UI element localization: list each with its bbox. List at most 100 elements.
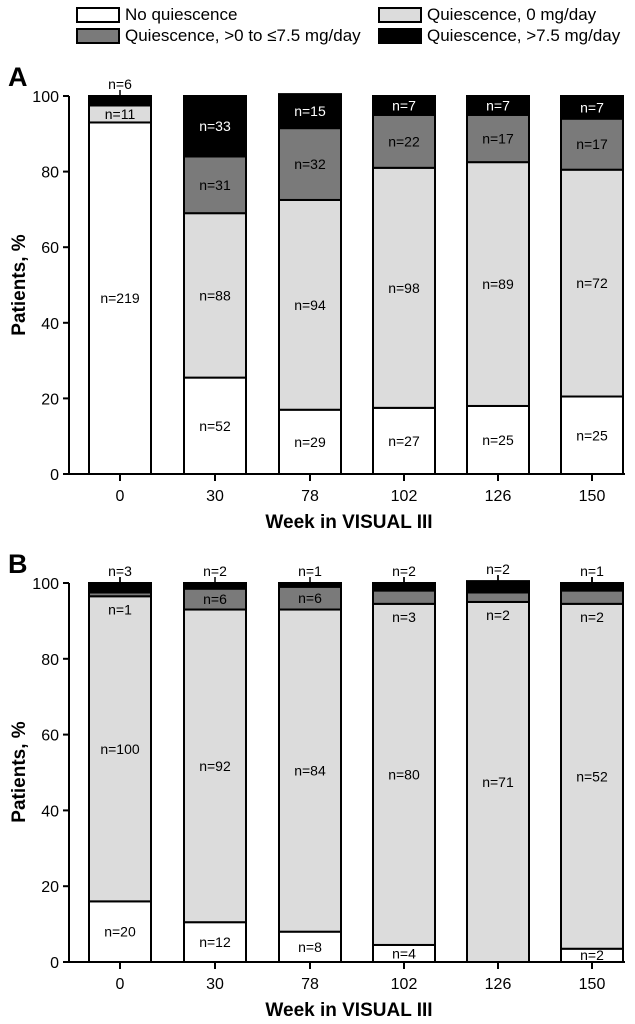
bar-segment [372, 406, 436, 476]
bar-segment-label: n=80 [388, 766, 420, 782]
bar-segment-label: n=6 [108, 76, 132, 92]
bar-segment-label: n=2 [486, 561, 510, 577]
bar-segment-label: n=89 [482, 276, 514, 292]
panel-label: B [8, 549, 28, 579]
bar-segment [560, 602, 624, 950]
chart-legend: No quiescence Quiescence, 0 mg/day Quies… [0, 0, 635, 48]
bar-segment-label: n=92 [199, 758, 231, 774]
bar-segment [560, 168, 624, 398]
x-tick-label: 126 [485, 976, 512, 993]
bar-segment [278, 930, 342, 963]
bar-segment [88, 595, 152, 903]
bar-segment [183, 95, 247, 158]
bar-segment-label: n=2 [203, 563, 227, 579]
bar-segment-label: n=2 [392, 563, 416, 579]
bar-segment [183, 155, 247, 215]
bar-segment [278, 408, 342, 475]
legend-item-quiescence-0mg: Quiescence, 0 mg/day [378, 5, 596, 25]
bar-segment-label: n=3 [108, 563, 132, 579]
bar-segment-label: n=1 [108, 601, 132, 617]
bar-segment [372, 602, 436, 946]
y-tick-label: 60 [41, 240, 59, 257]
bar-segment-label: n=52 [576, 768, 608, 784]
bar-segment [372, 166, 436, 409]
bar-segment [466, 591, 530, 603]
x-axis-title: Week in VISUAL III [265, 512, 432, 533]
y-tick-label: 80 [41, 165, 59, 182]
legend-swatch [378, 28, 422, 44]
legend-label: No quiescence [125, 5, 238, 24]
x-tick-label: 102 [391, 488, 418, 505]
x-tick-label: 150 [579, 488, 606, 505]
bar-segment-label: n=22 [388, 133, 420, 149]
bar-segment [560, 117, 624, 171]
bar-segment [372, 589, 436, 605]
panel-label: A [8, 62, 28, 92]
x-tick-label: 102 [391, 976, 418, 993]
bar-segment-label: n=100 [100, 741, 140, 757]
bar-segment [372, 95, 436, 116]
legend-item-no-quiescence: No quiescence [76, 5, 237, 25]
y-tick-label: 60 [41, 728, 59, 745]
bar-segment-label: n=72 [576, 275, 608, 291]
bar-segment-label: n=71 [482, 774, 514, 790]
bar-segment [466, 113, 530, 164]
y-tick-label: 20 [41, 391, 59, 408]
legend-label: Quiescence, >0 to ≤7.5 mg/day [125, 26, 361, 45]
x-axis-title: Week in VISUAL III [265, 1000, 432, 1021]
bar-segment [560, 395, 624, 476]
bar-segment-label: n=6 [298, 590, 322, 606]
bar-segment-label: n=32 [294, 156, 326, 172]
x-tick-label: 78 [301, 976, 319, 993]
bar-segment-label: n=4 [392, 945, 416, 961]
bar-segment-label: n=94 [294, 297, 326, 313]
bar-segment-label: n=29 [294, 434, 326, 450]
bar-segment-label: n=8 [298, 939, 322, 955]
y-tick-label: 40 [41, 803, 59, 820]
y-tick-label: 0 [50, 467, 59, 484]
y-tick-label: 100 [32, 89, 59, 106]
bar-segment-label: n=12 [199, 934, 231, 950]
bar-segment-label: n=2 [580, 609, 604, 625]
panel-a: A 0 20 40 60 80 100 0 30 78 102 126 150 Week in VISUA… [8, 62, 625, 533]
bar-segment-label: n=1 [298, 563, 322, 579]
x-tick-label: 126 [485, 488, 512, 505]
bar-segment-label: n=15 [294, 103, 326, 119]
bar-segment-label: n=7 [486, 97, 510, 113]
legend-swatch [378, 7, 422, 23]
y-tick-label: 40 [41, 316, 59, 333]
legend-item-quiescence-0-to-7.5mg: Quiescence, >0 to ≤7.5 mg/day [76, 26, 361, 46]
bar-segment-label: n=2 [580, 947, 604, 963]
y-tick-label: 0 [50, 955, 59, 972]
bar-segment-label: n=219 [100, 290, 140, 306]
bar-segment [278, 608, 342, 933]
y-tick-label: 20 [41, 879, 59, 896]
bar-segment-label: n=98 [388, 280, 420, 296]
bar-segment [278, 93, 342, 130]
legend-label: Quiescence, 0 mg/day [427, 5, 597, 24]
bar-segment-label: n=2 [486, 607, 510, 623]
bar-segment-label: n=27 [388, 433, 420, 449]
x-tick-label: 30 [206, 976, 224, 993]
x-tick-label: 0 [116, 488, 125, 505]
bar-segment-label: n=20 [104, 924, 136, 940]
x-tick-label: 0 [116, 976, 125, 993]
bar-segment [560, 95, 624, 120]
bar-segment-label: n=3 [392, 609, 416, 625]
bar-segment [560, 589, 624, 605]
bar-segment-label: n=7 [580, 99, 604, 115]
bar-segment-label: n=84 [294, 763, 326, 779]
legend-swatch [76, 7, 120, 23]
bar-segment-label: n=25 [482, 432, 514, 448]
panel-b: B 0 20 40 60 80 100 0 30 78 102 126 150 Week in VISUA… [8, 549, 625, 1021]
bar-segment [183, 921, 247, 964]
legend-item-quiescence-over-7.5mg: Quiescence, >7.5 mg/day [378, 26, 620, 46]
bar-segment-label: n=17 [482, 131, 514, 147]
bar-segment-label: n=6 [203, 591, 227, 607]
y-axis-title: Patients, % [9, 721, 30, 822]
bar-segment-label: n=7 [392, 97, 416, 113]
bar-segment-label: n=25 [576, 427, 608, 443]
bar-segment-label: n=31 [199, 177, 231, 193]
bar-segment [466, 404, 530, 475]
